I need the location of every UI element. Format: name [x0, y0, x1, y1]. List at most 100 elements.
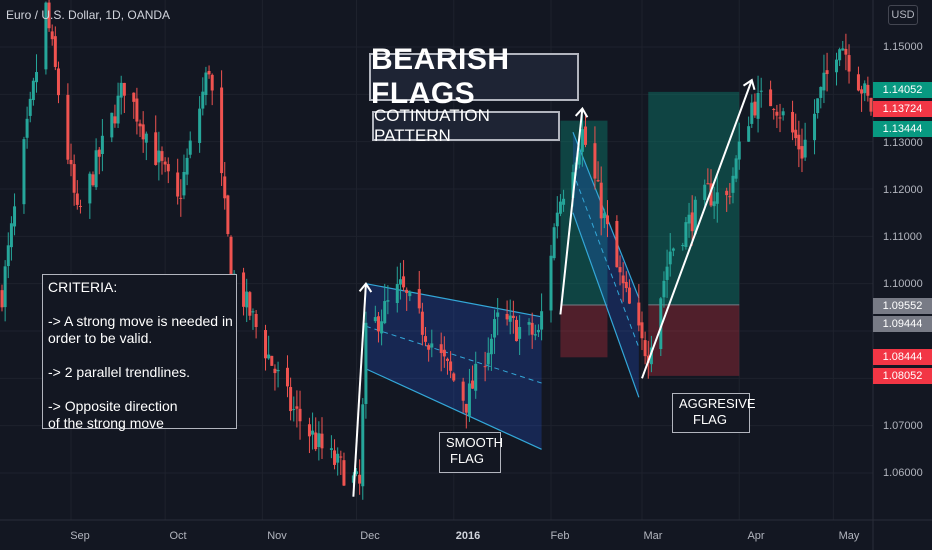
candle-body — [380, 321, 384, 334]
candle-body — [756, 92, 760, 119]
stop-zone — [648, 304, 740, 376]
criteria-line: order to be valid. — [48, 330, 153, 346]
candle-body — [35, 72, 39, 83]
smooth-impulse-arrow-shaft — [352, 283, 367, 497]
candle-body — [558, 201, 562, 214]
candle-body — [464, 403, 468, 413]
symbol-title: Euro / U.S. Dollar, 1D, OANDA — [6, 8, 171, 22]
candle-body — [725, 190, 729, 196]
smooth-flag-channel-median-line — [365, 325, 542, 384]
candle-body — [267, 354, 271, 359]
date-tick-label: Sep — [70, 530, 90, 542]
candle-body — [358, 474, 362, 484]
title-annotation: BEARISH FLAGS — [369, 43, 579, 110]
candle-body — [122, 82, 126, 96]
candle-body — [311, 430, 315, 435]
candle-body — [22, 139, 26, 205]
candle-body — [273, 368, 277, 374]
candle-body — [483, 366, 487, 368]
candles-layer — [0, 0, 873, 500]
candle-body — [571, 172, 575, 198]
candle-body — [715, 192, 719, 204]
candle-body — [847, 55, 851, 72]
smooth-flag-line2: FLAG — [450, 451, 484, 466]
candle-body — [737, 141, 741, 160]
smooth-impulse-arrow-head — [358, 281, 373, 293]
candle-body — [844, 48, 848, 55]
candle-body — [320, 433, 324, 449]
candle-body — [769, 89, 773, 107]
candle-body — [797, 134, 801, 150]
candle-body — [536, 329, 540, 333]
candle-body — [198, 108, 202, 143]
criteria-line — [48, 296, 231, 313]
candle-body — [138, 123, 142, 127]
aggressive-flag-line1: AGGRESIVE — [679, 396, 756, 411]
candle-body — [270, 355, 274, 366]
candle-body — [6, 245, 10, 267]
candle-body — [116, 95, 120, 124]
candle-body — [398, 279, 402, 285]
move-arrows — [352, 78, 756, 497]
candle-body — [690, 212, 694, 232]
candle-body — [759, 90, 763, 92]
candle-body — [408, 291, 412, 297]
candle-body — [834, 59, 838, 73]
candle-body — [94, 150, 98, 188]
candle-body — [383, 301, 387, 324]
candle-body — [185, 157, 189, 175]
candle-body — [496, 312, 500, 317]
candle-body — [442, 349, 446, 357]
candle-body — [445, 358, 449, 361]
price-badge-last: 1.13724 — [873, 101, 932, 117]
candle-body — [527, 322, 531, 325]
candle-body — [201, 91, 205, 109]
breakout-arrow-head — [742, 78, 756, 91]
candle-body — [28, 98, 32, 116]
candle-body — [731, 175, 735, 193]
candle-body — [113, 116, 117, 124]
candle-body — [540, 311, 544, 330]
candle-body — [229, 236, 233, 282]
candle-body — [518, 326, 522, 339]
candle-body — [584, 126, 588, 145]
price-badge-stop: 1.08444 — [873, 349, 932, 365]
candle-body — [91, 174, 95, 186]
price-tick-label: 1.12000 — [883, 184, 923, 196]
candle-body — [486, 352, 490, 365]
currency-button[interactable]: USD — [888, 5, 918, 25]
candle-body — [402, 276, 406, 288]
criteria-line: -> Opposite direction — [48, 398, 178, 414]
candle-body — [474, 363, 478, 391]
candle-body — [254, 313, 258, 328]
candle-body — [649, 347, 653, 365]
candle-body — [166, 164, 170, 172]
candle-body — [659, 298, 663, 350]
date-tick-label: Nov — [267, 530, 287, 542]
candle-body — [223, 176, 227, 199]
candle-body — [593, 143, 597, 179]
candle-body — [289, 387, 293, 412]
candle-body — [665, 266, 669, 280]
smooth-flag-channel-upper-line — [365, 283, 542, 318]
target-zone — [560, 120, 608, 305]
candle-body — [461, 381, 465, 401]
candle-body — [204, 72, 208, 96]
candle-body — [141, 124, 145, 140]
candle-body — [56, 68, 60, 96]
target-zone — [648, 91, 740, 305]
candle-body — [69, 159, 73, 165]
candle-body — [803, 139, 807, 158]
candle-body — [728, 196, 732, 198]
candle-body — [420, 311, 424, 335]
candle-body — [706, 183, 710, 185]
candle-body — [662, 280, 666, 298]
position-zones — [560, 91, 740, 376]
date-tick-label: May — [838, 530, 860, 542]
subtitle-annotation: COTINUATION PATTERN — [372, 106, 560, 145]
candle-body — [97, 149, 101, 157]
candle-body — [605, 215, 609, 225]
candle-body — [452, 373, 456, 381]
candle-body — [467, 383, 471, 416]
